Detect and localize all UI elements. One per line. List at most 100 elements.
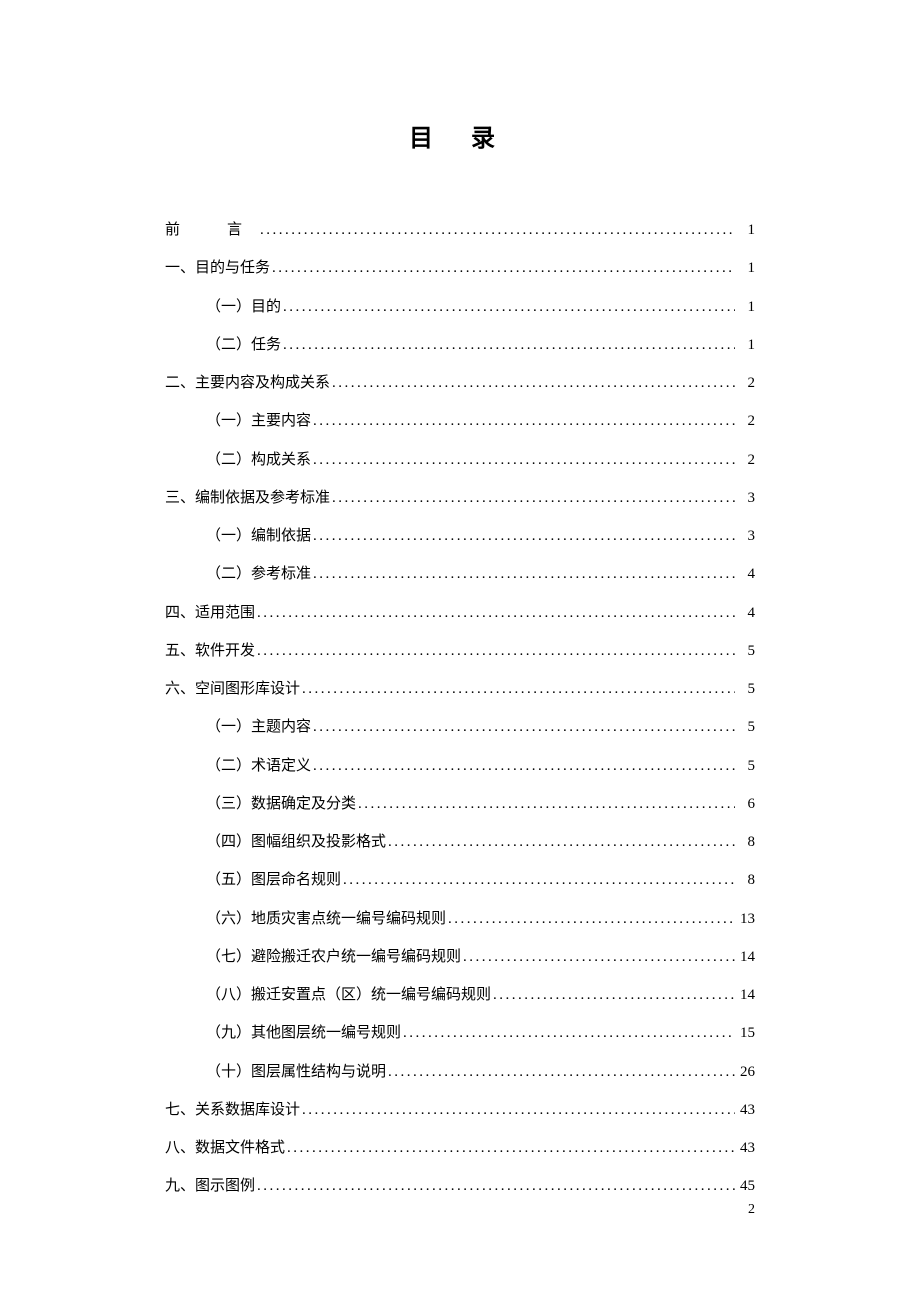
toc-dots [403,1014,735,1052]
toc-entry-label: （二）任务 [206,326,281,364]
toc-dots [313,747,735,785]
toc-entry-label: 三、编制依据及参考标准 [165,479,330,517]
toc-entry: （一）主题内容 5 [165,708,755,746]
toc-entry-label: 前 言 [165,211,258,249]
toc-entry-page: 8 [737,823,755,861]
page-number: 2 [748,1202,755,1218]
toc-entry-page: 45 [737,1167,755,1205]
toc-entry: （一）编制依据3 [165,517,755,555]
toc-dots [343,861,735,899]
toc-title: 目 录 [165,118,755,153]
toc-entry-label: （四）图幅组织及投影格式 [206,823,386,861]
toc-dots [332,364,735,402]
toc-entry-label: （九）其他图层统一编号规则 [206,1014,401,1052]
toc-entry: 三、编制依据及参考标准3 [165,479,755,517]
toc-entry: （三）数据确定及分类 6 [165,785,755,823]
toc-entry: （五）图层命名规则8 [165,861,755,899]
toc-dots [272,249,735,287]
toc-entry-page: 43 [737,1129,755,1167]
toc-entry-label: （三）数据确定及分类 [206,785,356,823]
toc-dots [463,938,735,976]
toc-entry-page: 43 [737,1091,755,1129]
toc-dots [287,1129,735,1167]
toc-entry: 五、软件开发5 [165,632,755,670]
toc-entry: 二、主要内容及构成关系 2 [165,364,755,402]
toc-entry-page: 4 [737,594,755,632]
toc-dots [388,1053,735,1091]
toc-entry-page: 4 [737,555,755,593]
toc-entry: （八）搬迁安置点（区）统一编号编码规则 14 [165,976,755,1014]
toc-entry-page: 13 [737,900,755,938]
toc-dots [313,441,735,479]
toc-entry-label: （十）图层属性结构与说明 [206,1053,386,1091]
toc-entry-page: 5 [737,632,755,670]
toc-entry-page: 1 [737,288,755,326]
toc-entry: （二）任务 1 [165,326,755,364]
toc-dots [257,1167,735,1205]
toc-entry-page: 1 [737,249,755,287]
toc-entry-page: 14 [737,938,755,976]
toc-entry: （四）图幅组织及投影格式 8 [165,823,755,861]
toc-entry-page: 15 [737,1014,755,1052]
toc-entry-page: 26 [737,1053,755,1091]
toc-entry-label: 七、关系数据库设计 [165,1091,300,1129]
toc-entry-label: （六）地质灾害点统一编号编码规则 [206,900,446,938]
toc-dots [493,976,735,1014]
toc-entry-label: （一）主要内容 [206,402,311,440]
toc-entry-label: 一、目的与任务 [165,249,270,287]
toc-entry-page: 14 [737,976,755,1014]
toc-dots [448,900,735,938]
toc-entry-label: （八）搬迁安置点（区）统一编号编码规则 [206,976,491,1014]
toc-dots [283,326,735,364]
toc-entry-page: 2 [737,402,755,440]
toc-entry: 一、目的与任务 1 [165,249,755,287]
toc-entry-label: 六、空间图形库设计 [165,670,300,708]
toc-entry: 六、空间图形库设计 5 [165,670,755,708]
toc-entry-label: （一）主题内容 [206,708,311,746]
toc-entry: （十）图层属性结构与说明 26 [165,1053,755,1091]
toc-entry: （一）主要内容 2 [165,402,755,440]
toc-entry-label: （二）术语定义 [206,747,311,785]
toc-dots [257,594,735,632]
toc-dots [257,632,735,670]
toc-dots [313,517,735,555]
toc-entry: 四、适用范围 4 [165,594,755,632]
toc-entry: 七、关系数据库设计 43 [165,1091,755,1129]
toc-entry: （九）其他图层统一编号规则 15 [165,1014,755,1052]
toc-entry: （一）目的 1 [165,288,755,326]
toc-entry: 九、图示图例 45 [165,1167,755,1205]
toc-entry-page: 5 [737,708,755,746]
toc-dots [313,708,735,746]
toc-dots [388,823,735,861]
toc-entry-page: 1 [737,326,755,364]
toc-entry-label: 四、适用范围 [165,594,255,632]
toc-dots [313,402,735,440]
toc-entry-page: 2 [737,441,755,479]
toc-entry: 前 言 1 [165,211,755,249]
toc-entry-label: 九、图示图例 [165,1167,255,1205]
toc-entry-page: 1 [737,211,755,249]
toc-entry-label: （五）图层命名规则 [206,861,341,899]
document-page: 目 录 前 言 1 一、目的与任务 1 （一）目的 1 （二）任务 1 二、主要内容及构成关系 2… [0,0,920,1266]
toc-dots [302,1091,735,1129]
toc-entry: （六）地质灾害点统一编号编码规则 13 [165,900,755,938]
toc-entry-label: （二）构成关系 [206,441,311,479]
toc-entry: （二）参考标准 4 [165,555,755,593]
toc-entry: （七）避险搬迁农户统一编号编码规则 14 [165,938,755,976]
toc-entry-label: （一）目的 [206,288,281,326]
toc-dots [332,479,735,517]
toc-entry-page: 2 [737,364,755,402]
toc-entry: （二）构成关系 2 [165,441,755,479]
toc-entry-page: 5 [737,670,755,708]
toc-entry-label: （二）参考标准 [206,555,311,593]
toc-entry-page: 5 [737,747,755,785]
toc-entry-page: 6 [737,785,755,823]
toc-entry: （二）术语定义 5 [165,747,755,785]
toc-entry-label: （七）避险搬迁农户统一编号编码规则 [206,938,461,976]
toc-list: 前 言1一、目的与任务1（一）目的1（二）任务1二、主要内容及构成关系2（一）主… [165,211,755,1206]
toc-entry-label: 二、主要内容及构成关系 [165,364,330,402]
toc-dots [358,785,735,823]
toc-entry: 八、数据文件格式 43 [165,1129,755,1167]
toc-entry-label: 八、数据文件格式 [165,1129,285,1167]
toc-dots [260,211,735,249]
